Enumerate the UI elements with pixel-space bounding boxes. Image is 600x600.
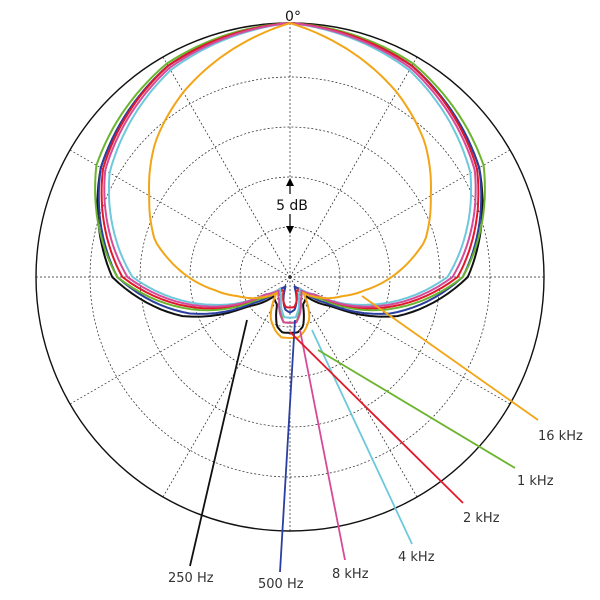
leader-line-16khz	[361, 295, 539, 421]
series-label-4khz: 4 kHz	[398, 550, 435, 565]
grid-spoke	[289, 56, 418, 278]
grid-spoke	[69, 276, 291, 405]
leader-line-2khz	[289, 331, 464, 504]
leader-line-1khz	[317, 349, 516, 469]
leader-line-500hz	[279, 319, 296, 573]
leader-line-4khz	[311, 329, 413, 545]
series-curve-8khz	[103, 22, 477, 324]
series-label-16khz: 16 kHz	[538, 429, 583, 444]
scale-label: 5 dB	[276, 198, 308, 214]
series-curve-4khz	[107, 22, 473, 319]
series-label-500hz: 500 Hz	[258, 577, 304, 592]
grid-spoke	[162, 56, 291, 278]
series-label-250hz: 250 Hz	[168, 571, 214, 586]
angle-label-0: 0°	[285, 9, 301, 25]
series-curve-500hz	[97, 22, 483, 315]
leader-line-250hz	[189, 319, 248, 567]
series-label-1khz: 1 kHz	[517, 474, 554, 489]
grid-spoke	[289, 276, 511, 405]
label-leaders	[189, 295, 539, 573]
series-label-2khz: 2 kHz	[463, 511, 500, 526]
series-curve-16khz	[148, 22, 432, 339]
series-curve-2khz	[100, 22, 480, 310]
scale-indicator: 5 dB	[266, 178, 314, 234]
series-label-8khz: 8 kHz	[332, 567, 369, 582]
leader-line-8khz	[299, 329, 346, 561]
